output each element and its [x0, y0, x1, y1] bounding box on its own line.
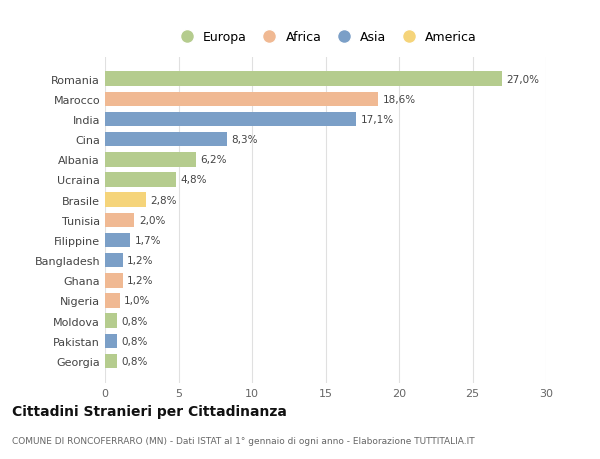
Bar [105, 213, 134, 228]
Bar [105, 233, 130, 248]
Text: 1,2%: 1,2% [127, 256, 154, 266]
Text: 2,8%: 2,8% [151, 195, 177, 205]
Text: 27,0%: 27,0% [506, 74, 539, 84]
Text: 1,0%: 1,0% [124, 296, 151, 306]
Legend: Europa, Africa, Asia, America: Europa, Africa, Asia, America [169, 26, 482, 49]
Text: 8,3%: 8,3% [232, 135, 258, 145]
Bar [105, 313, 117, 328]
Text: 0,8%: 0,8% [121, 336, 148, 346]
Text: 1,2%: 1,2% [127, 276, 154, 285]
Text: Cittadini Stranieri per Cittadinanza: Cittadini Stranieri per Cittadinanza [12, 404, 287, 419]
Text: 6,2%: 6,2% [200, 155, 227, 165]
Bar [105, 193, 146, 207]
Text: 1,7%: 1,7% [134, 235, 161, 246]
Text: 0,8%: 0,8% [121, 316, 148, 326]
Text: 18,6%: 18,6% [383, 95, 416, 105]
Bar [105, 92, 379, 107]
Text: 2,0%: 2,0% [139, 215, 165, 225]
Bar [105, 112, 356, 127]
Text: 4,8%: 4,8% [180, 175, 206, 185]
Bar [105, 354, 117, 369]
Bar [105, 153, 196, 167]
Text: 0,8%: 0,8% [121, 356, 148, 366]
Bar [105, 133, 227, 147]
Bar [105, 72, 502, 87]
Text: 17,1%: 17,1% [361, 115, 394, 125]
Bar [105, 253, 122, 268]
Text: COMUNE DI RONCOFERRARO (MN) - Dati ISTAT al 1° gennaio di ogni anno - Elaborazio: COMUNE DI RONCOFERRARO (MN) - Dati ISTAT… [12, 436, 475, 445]
Bar [105, 274, 122, 288]
Bar [105, 294, 120, 308]
Bar [105, 173, 176, 187]
Bar [105, 334, 117, 348]
